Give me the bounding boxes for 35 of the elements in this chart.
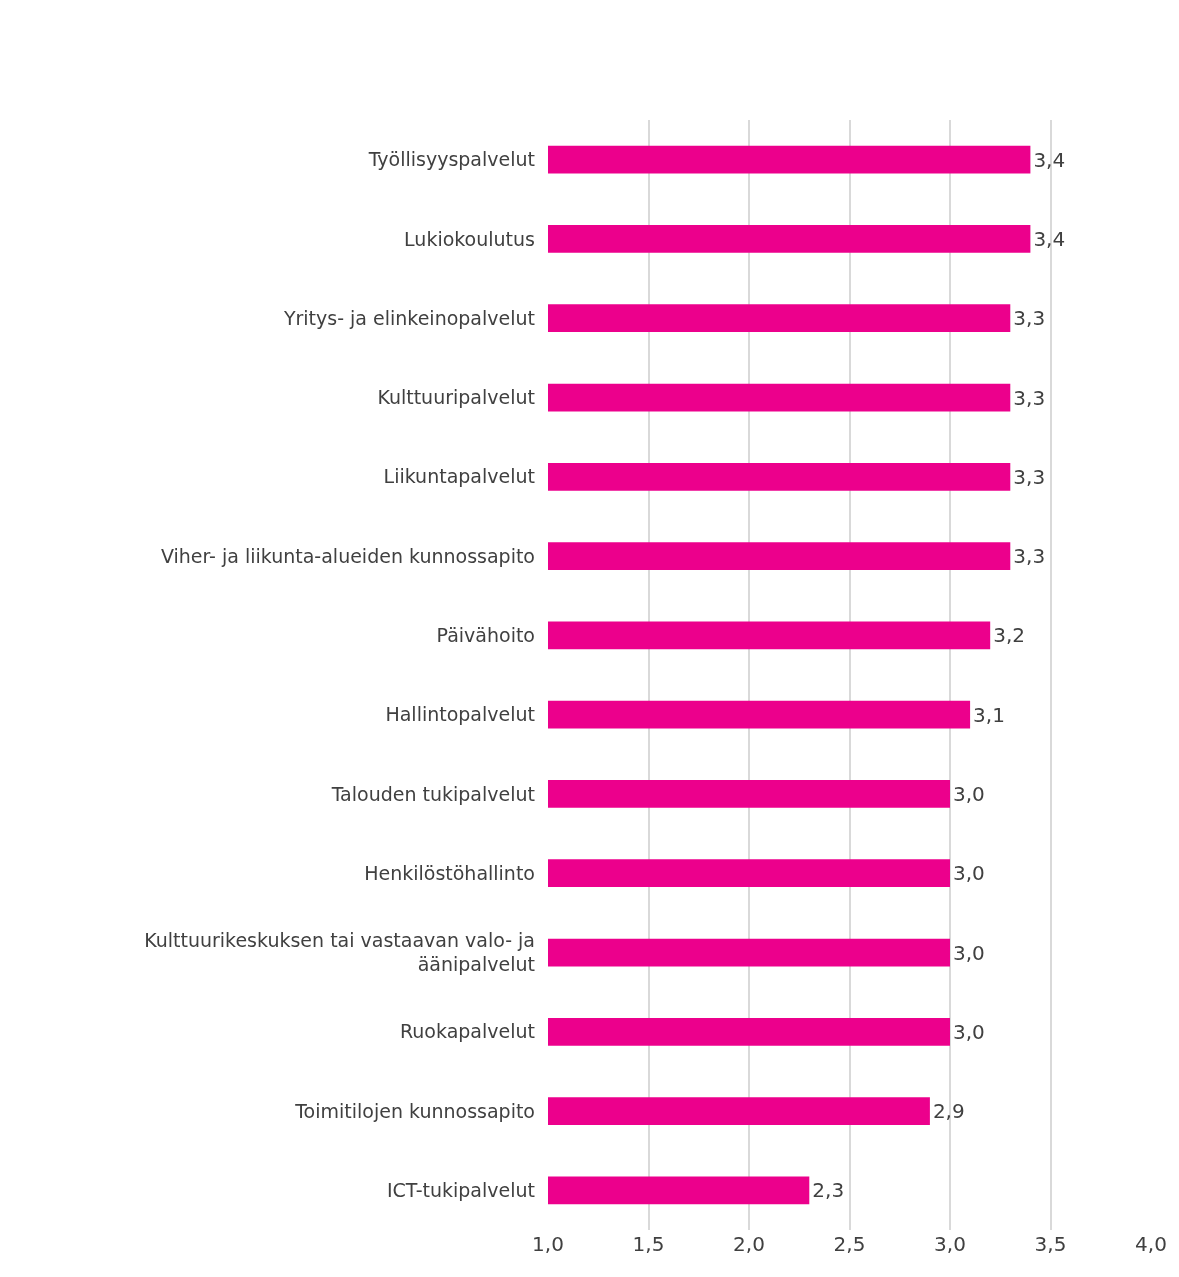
data-label: 2,9 bbox=[932, 1099, 965, 1124]
x-tick-label: 2,0 bbox=[733, 1232, 765, 1256]
data-label: 3,4 bbox=[1033, 226, 1066, 251]
x-tick-label: 3,5 bbox=[1034, 1232, 1067, 1256]
y-tick-label: Yritys- ja elinkeinopalvelut bbox=[282, 306, 535, 329]
y-tick-label: Liikuntapalvelut bbox=[383, 465, 535, 488]
y-tick-label: Viher- ja liikunta-alueiden kunnossapito bbox=[160, 544, 535, 567]
y-tick-label: Päivähoito bbox=[436, 624, 535, 647]
y-tick-label: ICT-tukipalvelut bbox=[386, 1179, 535, 1202]
data-label: 3,3 bbox=[1013, 306, 1046, 331]
data-label: 3,4 bbox=[1033, 147, 1066, 172]
x-tick-label: 2,5 bbox=[833, 1232, 866, 1256]
data-label: 3,1 bbox=[973, 702, 1005, 727]
y-tick-label: Talouden tukipalvelut bbox=[330, 782, 535, 805]
data-label: 3,2 bbox=[993, 623, 1026, 648]
data-label: 3,3 bbox=[1013, 385, 1046, 410]
y-tick-label: Toimitilojen kunnossapito bbox=[294, 1099, 535, 1122]
y-tick-label: Hallintopalvelut bbox=[385, 703, 535, 726]
y-tick-label: Kulttuuripalvelut bbox=[377, 386, 535, 409]
data-label: 3,0 bbox=[953, 940, 985, 965]
data-label: 3,0 bbox=[953, 1019, 985, 1044]
data-label: 2,3 bbox=[812, 1178, 845, 1203]
data-label: 3,3 bbox=[1013, 544, 1046, 569]
y-tick-label: Ruokapalvelut bbox=[399, 1020, 535, 1043]
data-label: 3,0 bbox=[953, 861, 985, 886]
data-label: 3,3 bbox=[1013, 464, 1046, 489]
y-tick-label: Lukiokoulutus bbox=[404, 227, 535, 250]
data-label: 3,0 bbox=[953, 781, 985, 806]
y-tick-label: Henkilöstöhallinto bbox=[364, 861, 535, 884]
x-tick-label: 1,5 bbox=[632, 1232, 665, 1256]
x-tick-label: 4,0 bbox=[1135, 1232, 1167, 1256]
x-tick-label: 1,0 bbox=[532, 1232, 564, 1256]
y-tick-label: Kulttuurikeskuksen tai vastaavan valo- ja äänipalvelut bbox=[144, 928, 535, 976]
x-tick-label: 3,0 bbox=[934, 1232, 966, 1256]
y-tick-label: Työllisyyspalvelut bbox=[367, 148, 535, 171]
